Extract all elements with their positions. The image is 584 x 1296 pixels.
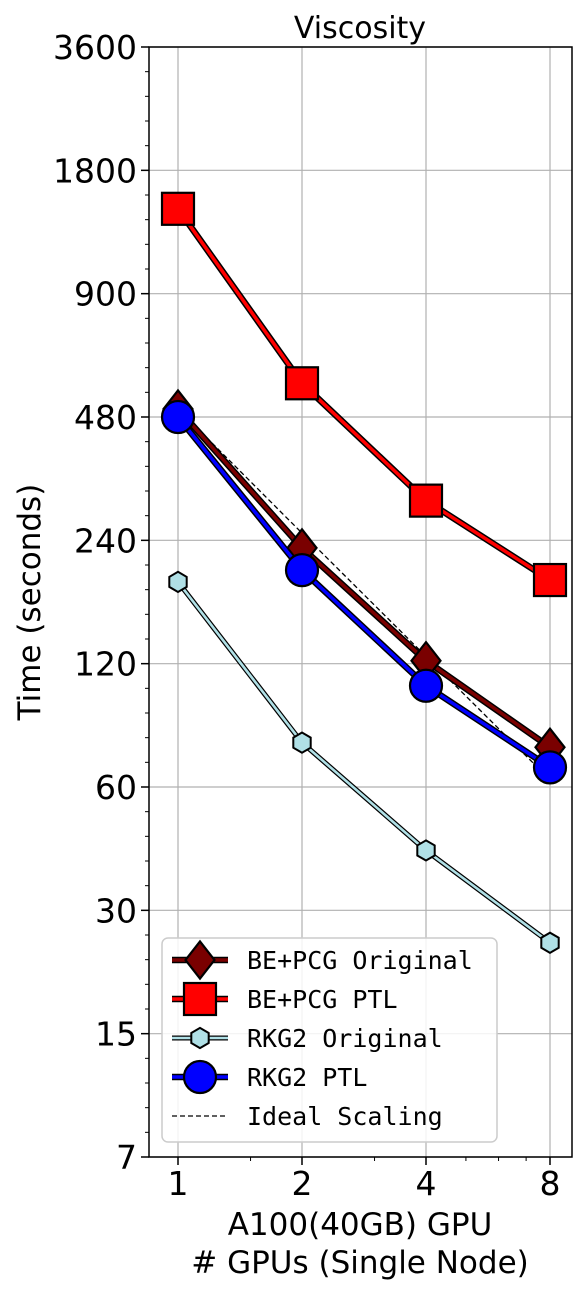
series-ideal-scaling — [177, 408, 551, 781]
x-tick-label: 1 — [168, 1164, 189, 1203]
y-tick-label: 480 — [74, 398, 137, 437]
legend-item: RKG2 PTL — [172, 1059, 367, 1095]
series-be-pcg-ptl — [160, 191, 568, 598]
y-tick-label: 30 — [95, 891, 137, 930]
data-point — [284, 553, 320, 588]
series-line-outline — [175, 206, 552, 583]
chart-title: Viscosity — [294, 11, 426, 46]
legend-label: RKG2 PTL — [247, 1063, 367, 1092]
y-tick-label: 900 — [74, 275, 137, 314]
series-rkg2-ptl — [160, 399, 568, 785]
legend-item: Ideal Scaling — [172, 1102, 443, 1131]
series-line — [176, 207, 551, 582]
data-point — [168, 570, 188, 594]
legend-label: Ideal Scaling — [247, 1102, 443, 1131]
series-line — [176, 415, 551, 769]
series-line-outline — [176, 580, 552, 945]
y-tick-label: 7 — [116, 1138, 137, 1177]
legend-box — [161, 937, 498, 1143]
y-tick-label: 60 — [95, 768, 137, 807]
x-axis-label-line2: # GPUs (Single Node) — [191, 1245, 529, 1281]
legend-item: BE+PCG PTL — [172, 981, 398, 1017]
y-tick-label: 1800 — [53, 151, 137, 190]
legend-marker — [190, 1026, 210, 1050]
legend-label: BE+PCG PTL — [247, 985, 398, 1014]
data-point — [408, 668, 444, 703]
data-point — [284, 366, 320, 401]
y-tick-label: 15 — [95, 1015, 137, 1054]
y-axis-label: Time (seconds) — [12, 484, 48, 722]
y-tick-label: 240 — [74, 521, 137, 560]
legend-item: BE+PCG Original — [172, 939, 473, 981]
legend-marker — [184, 939, 216, 981]
legend-label: RKG2 Original — [247, 1024, 443, 1053]
x-tick-label: 2 — [292, 1164, 313, 1203]
series-layer — [160, 191, 568, 955]
y-tick-label: 120 — [74, 645, 137, 684]
legend-marker — [182, 981, 218, 1017]
series-line-outline — [175, 406, 552, 750]
x-tick-label: 8 — [540, 1164, 561, 1203]
data-point — [292, 731, 312, 754]
series-be-pcg-original — [162, 388, 566, 768]
x-axis-label-line1: A100(40GB) GPU — [228, 1207, 493, 1243]
y-tick-label: 3600 — [53, 28, 137, 67]
data-point — [540, 931, 560, 955]
data-point — [160, 399, 196, 435]
series-rkg2-original — [168, 570, 560, 955]
series-line — [176, 407, 552, 749]
data-point — [532, 750, 568, 785]
data-point — [416, 839, 436, 862]
plot-frame — [148, 46, 573, 1158]
legend-label: BE+PCG Original — [247, 946, 473, 975]
data-point — [532, 562, 568, 598]
axis-layer: 7 15 30 60 120 240 480 900 1800 3600 1 2 4 8 — [53, 28, 560, 1203]
series-line — [177, 408, 551, 781]
legend: BE+PCG Original BE+PCG PTL RKG2 Original RK… — [161, 937, 498, 1143]
series-line — [176, 581, 551, 944]
legend-item: RKG2 Original — [172, 1024, 443, 1053]
legend-marker — [182, 1059, 218, 1095]
data-point — [408, 483, 444, 518]
x-tick-label: 4 — [416, 1164, 437, 1203]
data-point — [160, 191, 196, 226]
